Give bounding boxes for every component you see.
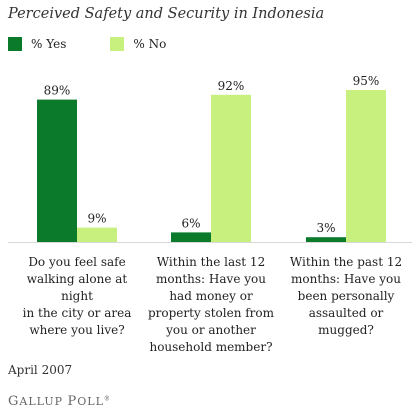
gallup-poll-logo: GALLUP POLL®: [8, 394, 111, 409]
category-label-line: walking alone at night: [26, 272, 128, 303]
footnote-date: April 2007: [8, 363, 73, 377]
category-label-1: Do you feel safe walking alone at night in…: [11, 254, 143, 339]
category-label-line: months: Have you: [156, 272, 266, 286]
bar-yes-2: [171, 232, 211, 242]
legend-swatch-no: [110, 37, 125, 51]
category-label-line: where you live?: [29, 323, 125, 337]
category-label-line: months: Have you: [291, 272, 401, 286]
category-label-line: in the city or area: [22, 306, 132, 320]
bar-yes-1: [37, 99, 77, 242]
bar-chart: 89% 9% 6% 92% 3% 95%: [8, 74, 412, 243]
legend-swatch-yes: [8, 37, 22, 51]
bar-yes-3: [306, 237, 346, 242]
category-label-line: had money or: [169, 289, 253, 303]
legend-label-no: % No: [133, 37, 167, 51]
category-label-3: Within the past 12 months: Have you been p…: [280, 254, 412, 339]
category-label-line: household member?: [149, 340, 273, 354]
legend-label-yes: % Yes: [31, 37, 67, 51]
category-label-line: Within the last 12: [156, 255, 266, 269]
bar-no-3: [346, 90, 386, 242]
category-label-line: assaulted or mugged?: [308, 306, 384, 337]
legend: % Yes % No: [8, 37, 210, 51]
bar-no-1: [77, 227, 117, 242]
category-label-line: Within the past 12: [289, 255, 403, 269]
data-label-yes-3: 3%: [316, 221, 335, 235]
data-label-no-1: 9%: [87, 212, 106, 226]
category-label-2: Within the last 12 months: Have you had mo…: [145, 254, 277, 356]
category-label-line: property stolen from: [147, 306, 275, 320]
data-label-yes-2: 6%: [181, 216, 200, 230]
category-label-line: been personally: [297, 289, 395, 303]
data-label-yes-1: 89%: [44, 84, 71, 98]
bar-no-2: [211, 94, 251, 242]
category-label-line: Do you feel safe: [28, 255, 126, 269]
data-label-no-2: 92%: [218, 79, 245, 93]
data-label-no-3: 95%: [353, 74, 380, 88]
category-label-line: you or another: [166, 323, 256, 337]
chart-title: Perceived Safety and Security in Indones…: [8, 6, 325, 22]
